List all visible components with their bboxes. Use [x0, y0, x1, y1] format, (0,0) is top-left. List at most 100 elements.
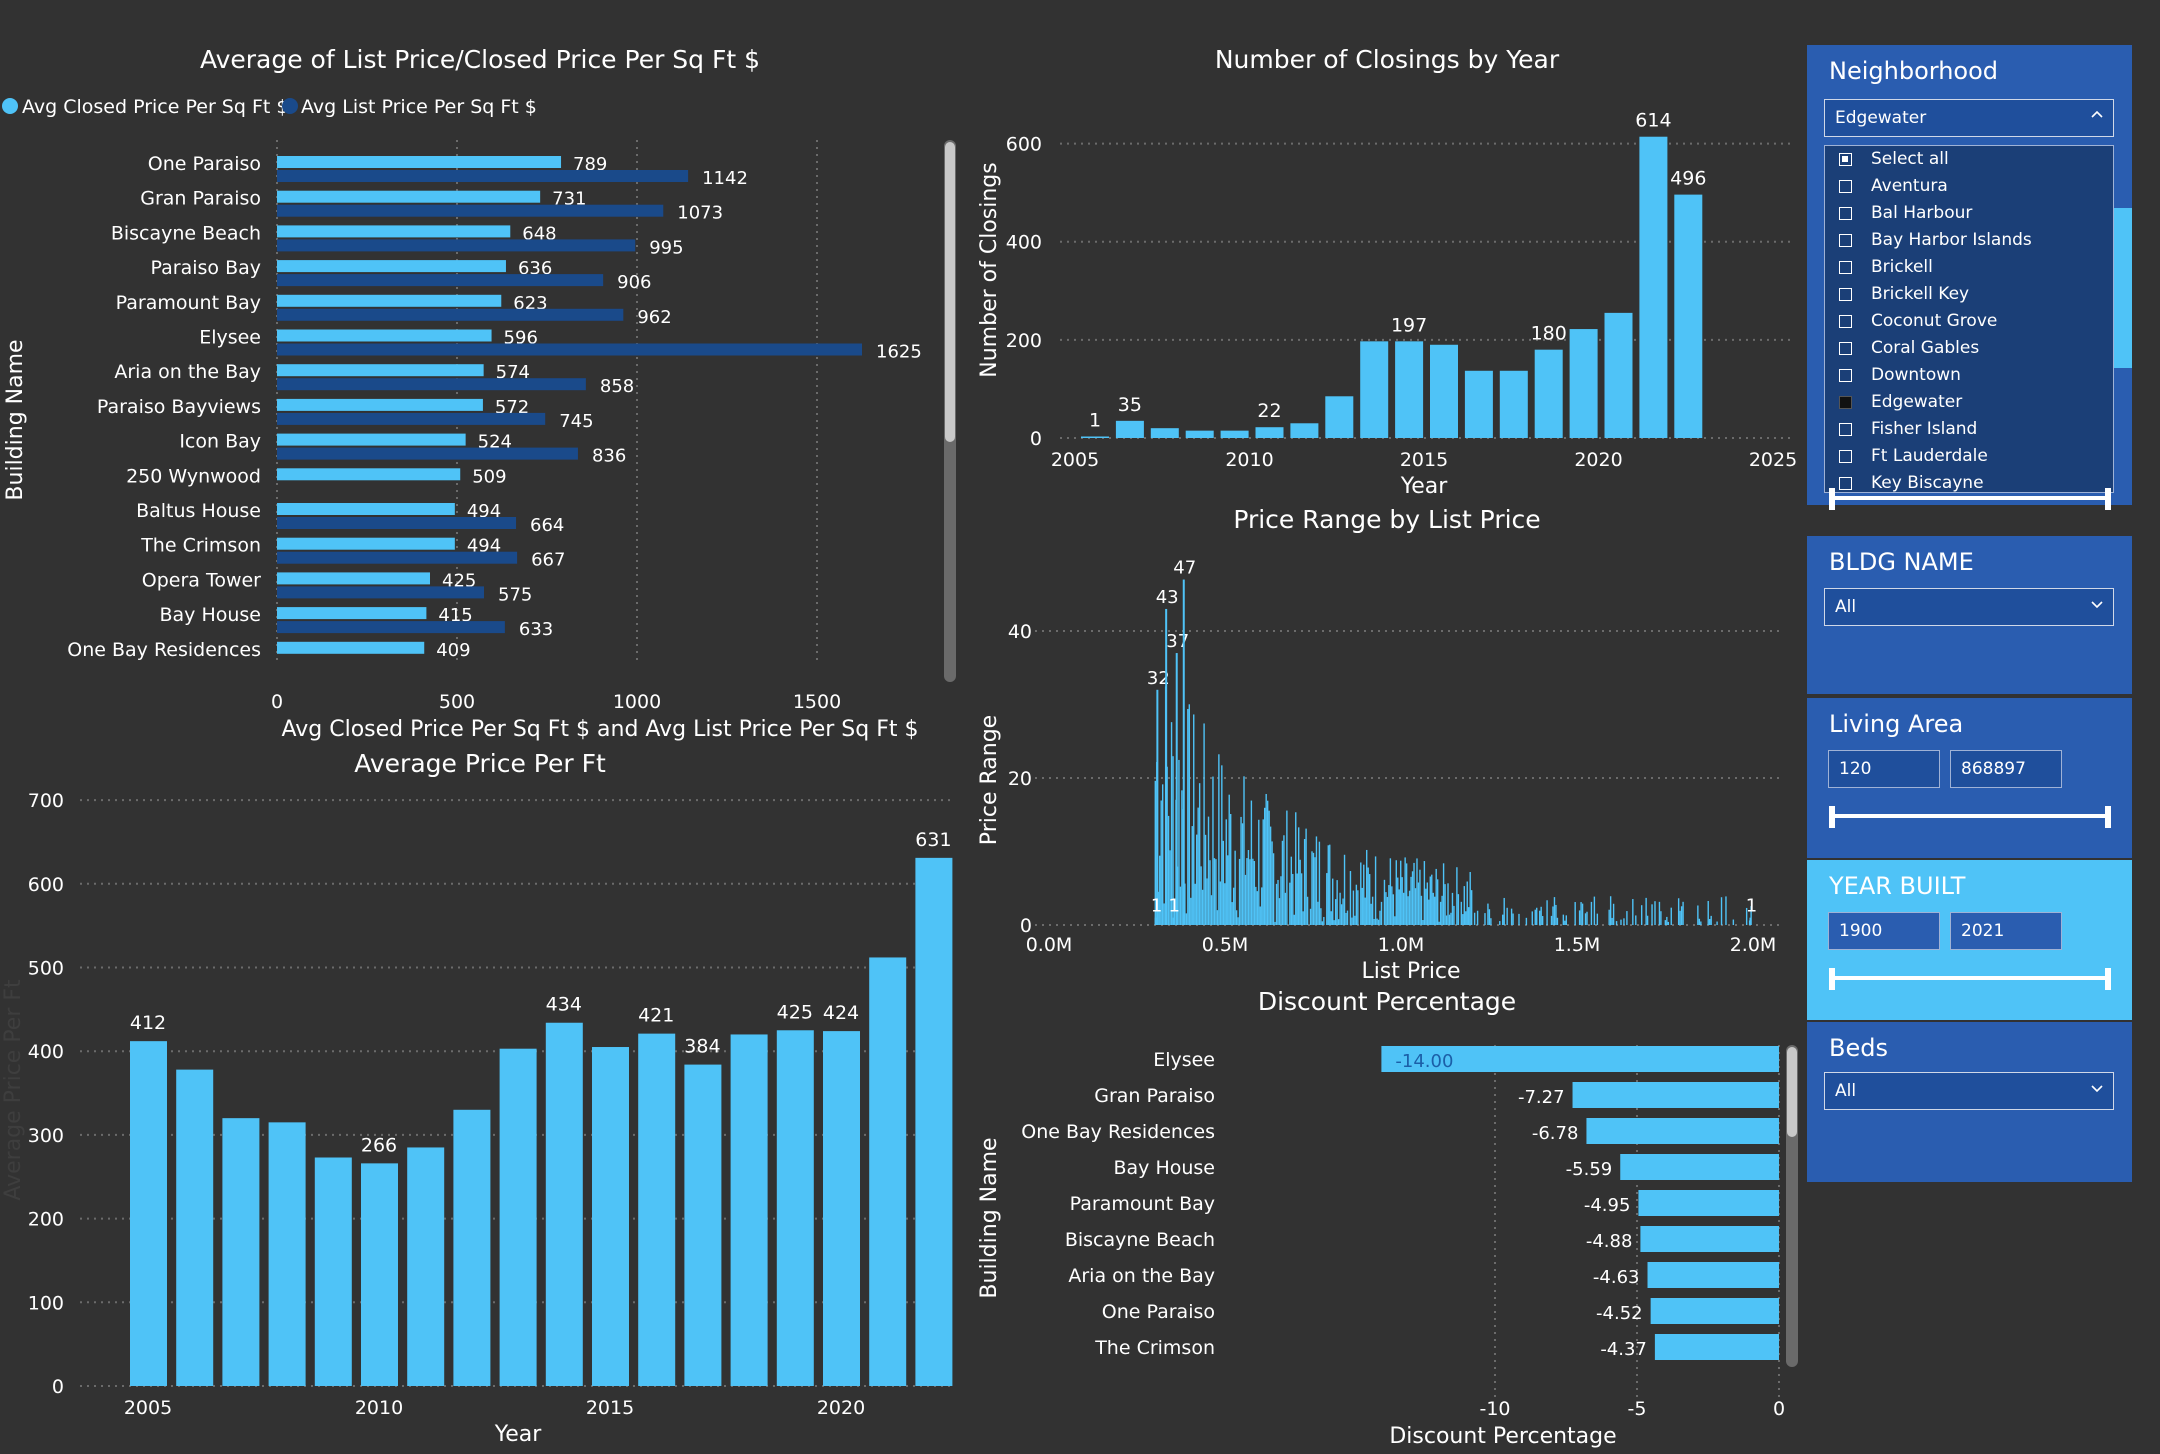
price-range-bar [1346, 910, 1349, 925]
checkbox[interactable] [1839, 396, 1852, 409]
neighborhood-dropdown[interactable]: Edgewater [1824, 99, 2114, 137]
checkbox[interactable] [1839, 342, 1852, 355]
price-range-bar [1302, 911, 1304, 925]
y-axis-label: Number of Closings [977, 162, 1002, 377]
neighborhood-option[interactable]: Key Biscayne [1825, 470, 2113, 492]
price-range-bar [1615, 921, 1618, 925]
neighborhood-option[interactable]: Coconut Grove [1825, 308, 2113, 335]
price-range-bar [1351, 917, 1353, 925]
price-range-bar [1225, 819, 1227, 925]
checkbox[interactable] [1839, 234, 1852, 247]
price-range-bar [1241, 823, 1244, 925]
neighborhood-option[interactable]: Downtown [1825, 362, 2113, 389]
closed-price-bar [277, 537, 455, 550]
x-axis-label: Avg Closed Price Per Sq Ft $ and Avg Lis… [281, 717, 918, 742]
price-range-bar [1531, 911, 1533, 925]
checkbox[interactable] [1839, 153, 1852, 166]
x-tick-label: 2010 [355, 1397, 403, 1419]
x-tick-label: 2020 [1574, 449, 1622, 471]
checkbox[interactable] [1839, 369, 1852, 382]
price-range-bar [1286, 810, 1288, 925]
price-range-bar [1306, 896, 1309, 925]
neighborhood-option[interactable]: Edgewater [1825, 389, 2113, 416]
closings-bar [1464, 370, 1493, 438]
price-range-bar [1371, 896, 1374, 925]
price-range-bar [1154, 917, 1157, 925]
checkbox[interactable] [1839, 450, 1852, 463]
data-label: 425 [442, 570, 476, 591]
price-range-bar [1410, 876, 1412, 925]
price-range-bar [1386, 896, 1389, 925]
living-area-min-input[interactable]: 120 [1828, 750, 1940, 788]
legend-list-marker [282, 98, 298, 114]
year-built-slider[interactable] [1829, 968, 2111, 990]
neighborhood-option[interactable]: Bay Harbor Islands [1825, 227, 2113, 254]
price-range-by-list-price-chart: Price Range by List Price Price Range Li… [977, 505, 1780, 980]
discount-bar [1640, 1226, 1779, 1252]
neighborhood-option[interactable]: Select all [1825, 146, 2113, 173]
data-label: 415 [438, 605, 472, 626]
checkbox[interactable] [1839, 261, 1852, 274]
price-range-bar [1750, 906, 1752, 925]
price-range-bar [1361, 887, 1363, 925]
checkbox[interactable] [1839, 477, 1852, 490]
price-range-bar [1451, 892, 1454, 925]
x-tick-label: 2.0M [1730, 934, 1777, 956]
neighborhood-option[interactable]: Brickell Key [1825, 281, 2113, 308]
checkbox[interactable] [1839, 288, 1852, 301]
legend-closed-label[interactable]: Avg Closed Price Per Sq Ft $ [22, 96, 288, 118]
closed-price-bar [277, 364, 484, 377]
living-area-slider[interactable] [1829, 806, 2111, 828]
price-range-bar [1609, 896, 1612, 925]
x-tick-label: 2005 [124, 1397, 172, 1419]
slider-handle-min[interactable] [1829, 806, 1835, 828]
bldg-name-slicer: BLDG NAME All [1807, 536, 2132, 694]
data-label: -5.59 [1566, 1159, 1613, 1180]
neighborhood-option[interactable]: Coral Gables [1825, 335, 2113, 362]
checkbox[interactable] [1839, 423, 1852, 436]
price-range-bar [1345, 912, 1347, 925]
checkbox[interactable] [1839, 180, 1852, 193]
neighborhood-option[interactable]: Ft Lauderdale [1825, 443, 2113, 470]
bldg-name-dropdown[interactable]: All [1824, 588, 2114, 626]
year-built-min-input[interactable]: 1900 [1828, 912, 1940, 950]
data-label: 409 [436, 640, 470, 661]
data-label: -14.00 [1395, 1051, 1453, 1072]
slider-handle-min[interactable] [1829, 488, 1835, 510]
checkbox[interactable] [1839, 207, 1852, 220]
price-range-bar [1423, 861, 1426, 925]
y-tick-label: 400 [1006, 232, 1042, 254]
price-range-bar [1315, 836, 1318, 925]
chart-scrollbar-thumb[interactable] [945, 142, 955, 442]
neighborhood-list-slider[interactable] [1829, 488, 2111, 510]
price-range-bar [1209, 860, 1211, 925]
neighborhood-option[interactable]: Fisher Island [1825, 416, 2113, 443]
option-label: Select all [1871, 149, 1949, 169]
neighborhood-option[interactable]: Bal Harbour [1825, 200, 2113, 227]
chart-scrollbar-thumb[interactable] [1787, 1047, 1797, 1137]
avg-price-bar [638, 1033, 676, 1386]
neighborhood-option[interactable]: Brickell [1825, 254, 2113, 281]
list-price-bar [277, 239, 636, 252]
slider-handle-max[interactable] [2105, 488, 2111, 510]
price-range-bar [1272, 853, 1275, 925]
data-label: 1 [1746, 896, 1757, 917]
slider-handle-min[interactable] [1829, 968, 1835, 990]
y-tick-label: Paramount Bay [116, 292, 261, 314]
checkbox[interactable] [1839, 315, 1852, 328]
price-range-bar [1434, 896, 1436, 925]
year-built-max-input[interactable]: 2021 [1950, 912, 2062, 950]
price-range-bar [1237, 917, 1239, 925]
data-label: 32 [1147, 668, 1170, 689]
legend-list-label[interactable]: Avg List Price Per Sq Ft $ [301, 96, 537, 118]
discount-bar [1654, 1334, 1779, 1360]
price-range-bar [1160, 800, 1162, 925]
price-range-bar [1258, 819, 1260, 925]
living-area-max-input[interactable]: 868897 [1950, 750, 2062, 788]
neighborhood-option[interactable]: Aventura [1825, 173, 2113, 200]
slider-handle-max[interactable] [2105, 806, 2111, 828]
slider-handle-max[interactable] [2105, 968, 2111, 990]
price-range-bar [1314, 857, 1316, 925]
list-price-bar [277, 447, 578, 460]
beds-dropdown[interactable]: All [1824, 1072, 2114, 1110]
